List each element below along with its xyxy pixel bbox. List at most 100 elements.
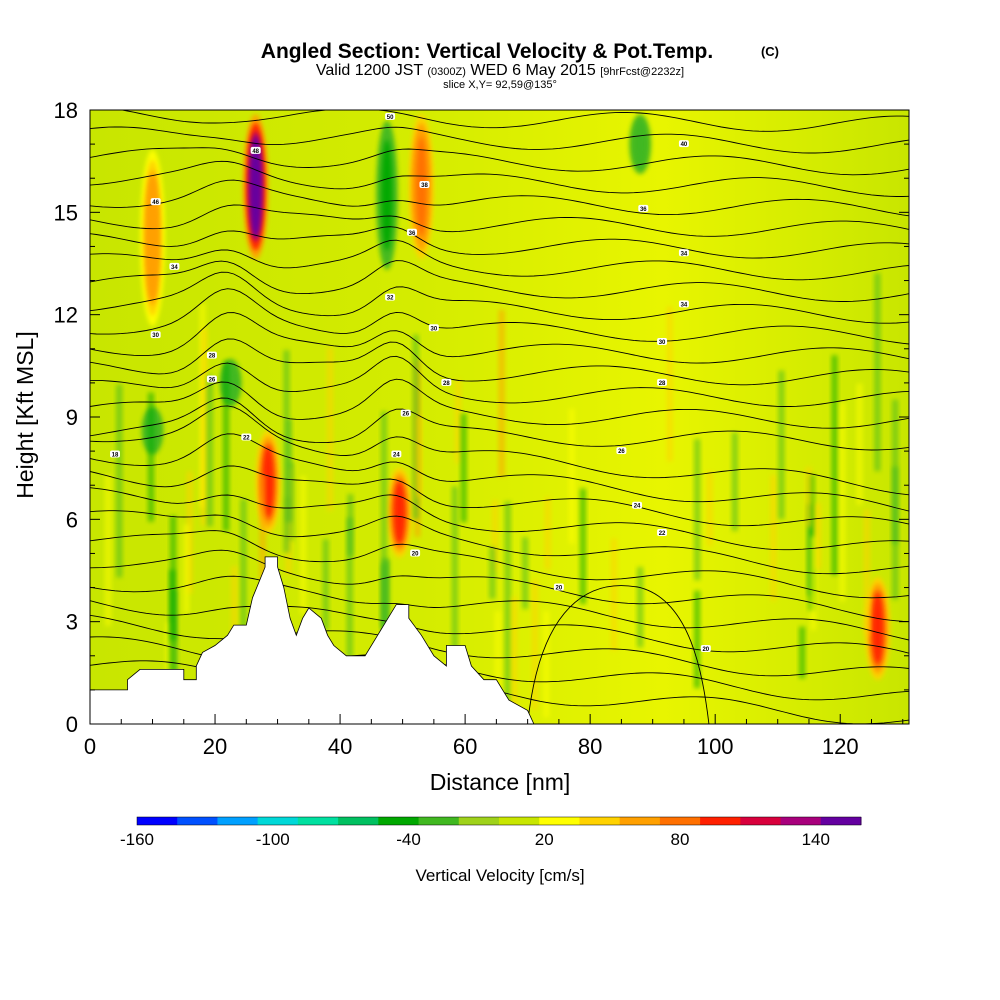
theta-isoline (90, 288, 909, 345)
colorbar-ticks: -160 -100 -40 20 80 140 (120, 830, 830, 849)
velocity-streak (381, 411, 388, 630)
theta-contour-label: 34 (678, 249, 689, 257)
x-tick-label: 80 (578, 734, 602, 759)
velocity-streak (183, 524, 190, 614)
velocity-streak (454, 379, 461, 464)
theta-contour-label: 24 (391, 450, 402, 459)
velocity-streak (863, 509, 870, 636)
theta-contour-label: 18 (110, 450, 121, 459)
svg-text:34: 34 (681, 302, 688, 308)
theta-contour-label: 32 (385, 293, 396, 302)
svg-text:30: 30 (659, 340, 666, 346)
theta-contour-label: 38 (419, 181, 430, 189)
svg-text:28: 28 (209, 354, 216, 360)
theta-isoline (90, 530, 909, 599)
velocity-streak (799, 626, 806, 679)
y-tick-label: 12 (54, 303, 78, 328)
theta-isoline (90, 487, 909, 551)
velocity-streak (543, 611, 550, 718)
colorbar-swatch (217, 817, 259, 825)
theta-contour-label: 24 (632, 501, 643, 510)
velocity-streak (223, 360, 230, 532)
velocity-streak (504, 501, 511, 703)
theta-contour-label: 30 (150, 331, 161, 339)
updraft-core-3 (250, 136, 262, 237)
svg-text:28: 28 (659, 381, 666, 387)
svg-text:26: 26 (618, 449, 625, 455)
colorbar-swatch (297, 817, 339, 825)
theta-isoline (90, 179, 909, 217)
theta-contour-label: 28 (657, 378, 668, 387)
velocity-streak (511, 596, 518, 715)
velocity-streak (206, 374, 213, 527)
valid-time-prefix: Valid 1200 JST (316, 62, 424, 79)
velocity-streak (283, 350, 290, 553)
theta-isoline (90, 465, 909, 527)
plot-area: 46 34 30 28 26 22 18 48 50 38 36 32 30 28 26 24 20 40 36 34… (90, 110, 909, 724)
velocity-streak (240, 498, 247, 711)
svg-text:30: 30 (152, 333, 159, 339)
svg-text:38: 38 (421, 183, 428, 189)
svg-text:20: 20 (702, 647, 709, 653)
velocity-streak (300, 476, 307, 615)
velocity-streak (327, 347, 334, 511)
velocity-streak (831, 355, 838, 576)
colorbar-swatch (619, 817, 661, 825)
velocity-streak (105, 474, 112, 626)
velocity-streak (494, 610, 501, 710)
svg-text:Valid 1200 JST (0300Z): Valid 1200 JST (0300Z) WED 6 May 2015 [9… (316, 62, 684, 79)
updraft-core-2 (872, 593, 884, 664)
svg-text:20: 20 (556, 586, 563, 592)
velocity-streak (498, 309, 505, 477)
forecast-tag: [9hrFcst@2232z] (600, 66, 684, 78)
velocity-streak (346, 517, 353, 658)
svg-text:26: 26 (402, 412, 409, 418)
svg-text:24: 24 (393, 453, 400, 459)
theta-isoline (90, 226, 909, 259)
theta-isoline (90, 239, 909, 281)
y-tick-label: 6 (66, 507, 78, 532)
theta-isoline (90, 405, 909, 496)
velocity-streak (347, 494, 354, 557)
svg-text:40: 40 (681, 142, 688, 148)
velocity-streak (778, 370, 785, 520)
x-tick-label: 20 (203, 734, 227, 759)
velocity-streak (116, 384, 123, 578)
colorbar-swatch (458, 817, 500, 825)
colorbar-swatch (378, 817, 420, 825)
theta-isoline (90, 126, 909, 154)
theta-contour-label: 36 (638, 204, 649, 213)
svg-text:30: 30 (431, 326, 438, 332)
theta-contour-label: 20 (410, 549, 421, 557)
theta-isoline (90, 575, 909, 641)
theta-contour-label: 28 (441, 378, 452, 387)
theta-isoline (90, 147, 909, 176)
y-tick-label: 0 (66, 712, 78, 737)
velocity-streak (522, 537, 529, 609)
colorbar-tick-label: 20 (535, 830, 554, 849)
velocity-streak (805, 467, 812, 528)
svg-text:36: 36 (409, 231, 416, 237)
y-axis-label: Height [Kft MSL] (12, 331, 38, 498)
velocity-streak (637, 567, 644, 648)
theta-isoline (90, 338, 909, 386)
x-tick-label: 40 (328, 734, 352, 759)
x-axis-label: Distance [nm] (430, 769, 571, 795)
chart-title-block: Angled Section: Vertical Velocity & Pot.… (261, 40, 779, 91)
velocity-streak (201, 328, 208, 526)
colorbar-tick-label: -100 (256, 830, 290, 849)
svg-text:28: 28 (443, 381, 450, 387)
updraft-core-5 (146, 176, 159, 299)
theta-contour-label: 40 (678, 140, 689, 148)
colorbar-swatch (177, 817, 218, 825)
colorbar-swatch (780, 817, 822, 825)
velocity-streak (874, 273, 881, 472)
chart-title: Angled Section: Vertical Velocity & Pot.… (261, 40, 713, 63)
svg-text:34: 34 (171, 265, 178, 271)
theta-contour-label: 26 (616, 447, 627, 455)
svg-text:20: 20 (412, 551, 419, 557)
colorbar-swatch (740, 817, 782, 825)
theta-isoline (90, 600, 909, 654)
